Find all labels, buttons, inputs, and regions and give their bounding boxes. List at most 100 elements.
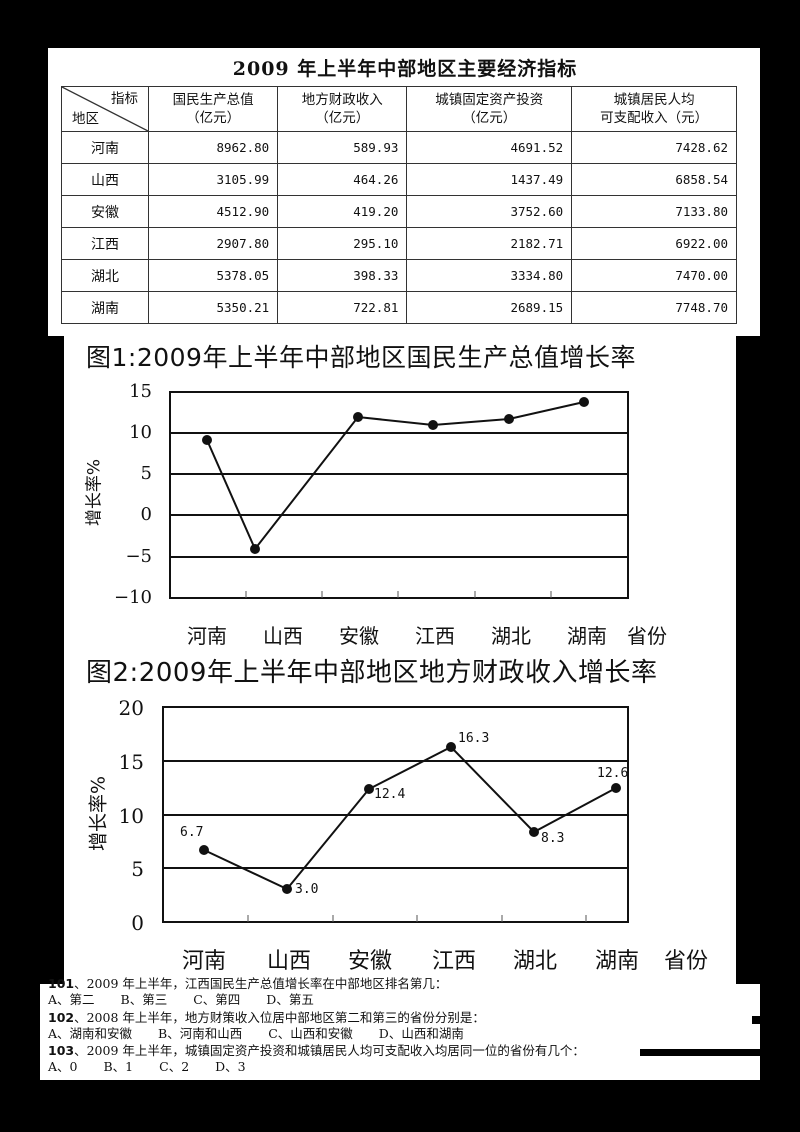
x-category: 江西	[415, 624, 455, 648]
y-tick: 10	[129, 422, 152, 443]
question-text: 、2008 年上半年，地方财策收入位居中部地区第二和第三的省份分别是：	[74, 1010, 485, 1025]
question-102: 102、2008 年上半年，地方财策收入位居中部地区第二和第三的省份分别是：	[48, 1010, 485, 1026]
option-a[interactable]: A、第二	[48, 992, 95, 1007]
option-c[interactable]: C、第四	[193, 992, 241, 1007]
column-header: 城镇居民人均 可支配收入（元）	[571, 86, 737, 132]
table-row: 湖北 5378.05 398.33 3334.80 7470.00	[61, 259, 737, 292]
question-103: 103、2009 年上半年，城镇固定资产投资和城镇居民人均可支配收入均居同一位的…	[48, 1043, 585, 1059]
option-b[interactable]: B、1	[103, 1059, 134, 1074]
table-row: 湖南 5350.21 722.81 2689.15 7748.70	[61, 291, 737, 324]
option-b[interactable]: B、第三	[120, 992, 168, 1007]
question-101-options: A、第二 B、第三 C、第四 D、第五	[48, 992, 340, 1008]
chart1-title: 图1:2009年上半年中部地区国民生产总值增长率	[86, 343, 636, 372]
value-cell: 464.26	[277, 163, 408, 196]
chart1-data-points	[202, 397, 589, 554]
x-category: 湖北	[491, 624, 531, 648]
data-label: 8.3	[541, 831, 565, 846]
x-category: 河南	[187, 624, 227, 648]
data-label: 12.4	[374, 787, 406, 802]
table-row: 江西 2907.80 295.10 2182.71 6922.00	[61, 227, 737, 260]
x-category: 湖南	[567, 624, 607, 648]
table-header-row: 指标 地区 国民生产总值 （亿元） 地方财政收入 （亿元） 城镇固定资产投资 （亿元）…	[61, 86, 737, 132]
x-axis-label: 省份	[663, 949, 708, 974]
chart2-y-axis-label: 增长率%	[87, 775, 110, 852]
y-tick: 15	[118, 750, 144, 774]
x-category: 山西	[263, 624, 303, 648]
value-cell: 2907.80	[147, 227, 279, 260]
x-category: 安徽	[339, 624, 379, 648]
option-a[interactable]: A、0	[48, 1059, 78, 1074]
table-row: 山西 3105.99 464.26 1437.49 6858.54	[61, 163, 737, 196]
economic-indicators-table: 指标 地区 国民生产总值 （亿元） 地方财政收入 （亿元） 城镇固定资产投资 （亿元）…	[61, 86, 737, 324]
x-category: 安徽	[347, 949, 392, 974]
value-cell: 722.81	[277, 291, 408, 324]
y-tick: 0	[131, 911, 144, 935]
y-tick: 10	[118, 804, 144, 828]
x-category: 湖北	[512, 949, 557, 974]
y-tick: 15	[129, 381, 152, 402]
value-cell: 419.20	[277, 195, 408, 228]
y-tick: −5	[125, 546, 152, 567]
region-cell: 湖北	[61, 259, 149, 292]
value-cell: 5350.21	[147, 291, 279, 324]
value-cell: 589.93	[277, 131, 408, 164]
chart2-series-line	[203, 745, 617, 891]
redaction-bar	[640, 1049, 760, 1056]
question-103-options: A、0 B、1 C、2 D、3	[48, 1059, 272, 1075]
question-text: 、2009 年上半年，江西国民生产总值增长率在中部地区排名第几：	[74, 976, 448, 991]
corner-label-region: 地区	[72, 111, 99, 127]
redaction-mark	[752, 1016, 760, 1024]
table-title: 2009 年上半年中部地区主要经济指标	[232, 58, 578, 80]
value-cell: 2689.15	[406, 291, 573, 324]
y-tick: 20	[118, 696, 144, 720]
option-a[interactable]: A、湖南和安徽	[48, 1026, 133, 1041]
value-cell: 1437.49	[406, 163, 573, 196]
value-cell: 6922.00	[571, 227, 737, 260]
region-cell: 河南	[61, 131, 149, 164]
y-tick: 5	[140, 463, 152, 484]
value-cell: 7748.70	[571, 291, 737, 324]
chart2-title: 图2:2009年上半年中部地区地方财政收入增长率	[86, 658, 658, 688]
y-tick: −10	[114, 587, 152, 608]
x-category: 江西	[431, 949, 476, 974]
data-label: 3.0	[295, 882, 319, 897]
question-102-options: A、湖南和安徽 B、河南和山西 C、山西和安徽 D、山西和湖南	[48, 1026, 490, 1042]
value-cell: 7470.00	[571, 259, 737, 292]
option-d[interactable]: D、第五	[266, 992, 314, 1007]
data-label: 6.7	[180, 825, 204, 840]
option-d[interactable]: D、3	[215, 1059, 246, 1074]
x-axis-label: 省份	[627, 624, 667, 648]
column-header: 地方财政收入 （亿元）	[277, 86, 408, 132]
value-cell: 295.10	[277, 227, 408, 260]
x-category: 山西	[266, 949, 311, 974]
column-header: 城镇固定资产投资 （亿元）	[406, 86, 573, 132]
chart1-series-line	[206, 401, 585, 551]
value-cell: 3105.99	[147, 163, 279, 196]
data-label: 16.3	[458, 731, 490, 746]
table-corner-header: 指标 地区	[61, 86, 149, 132]
x-category: 河南	[181, 949, 226, 974]
questions-panel	[40, 984, 760, 1080]
option-b[interactable]: B、河南和山西	[158, 1026, 243, 1041]
charts-panel	[64, 336, 736, 984]
value-cell: 3334.80	[406, 259, 573, 292]
data-label: 12.6	[597, 766, 629, 781]
question-number: 102	[48, 1010, 75, 1025]
y-tick: 0	[140, 504, 152, 525]
x-category: 湖南	[594, 949, 639, 974]
region-cell: 湖南	[61, 291, 149, 324]
value-cell: 6858.54	[571, 163, 737, 196]
diagonal-divider-icon	[62, 87, 148, 131]
value-cell: 7428.62	[571, 131, 737, 164]
chart2-plot	[162, 706, 629, 923]
question-text: 、2009 年上半年，城镇固定资产投资和城镇居民人均可支配收入均居同一位的省份有…	[74, 1043, 585, 1058]
corner-label-indicator: 指标	[111, 91, 138, 107]
option-c[interactable]: C、2	[159, 1059, 190, 1074]
option-c[interactable]: C、山西和安徽	[268, 1026, 353, 1041]
chart2-data-points	[199, 742, 621, 894]
value-cell: 4691.52	[406, 131, 573, 164]
option-d[interactable]: D、山西和湖南	[378, 1026, 464, 1041]
region-cell: 安徽	[61, 195, 149, 228]
y-tick: 5	[131, 857, 144, 881]
